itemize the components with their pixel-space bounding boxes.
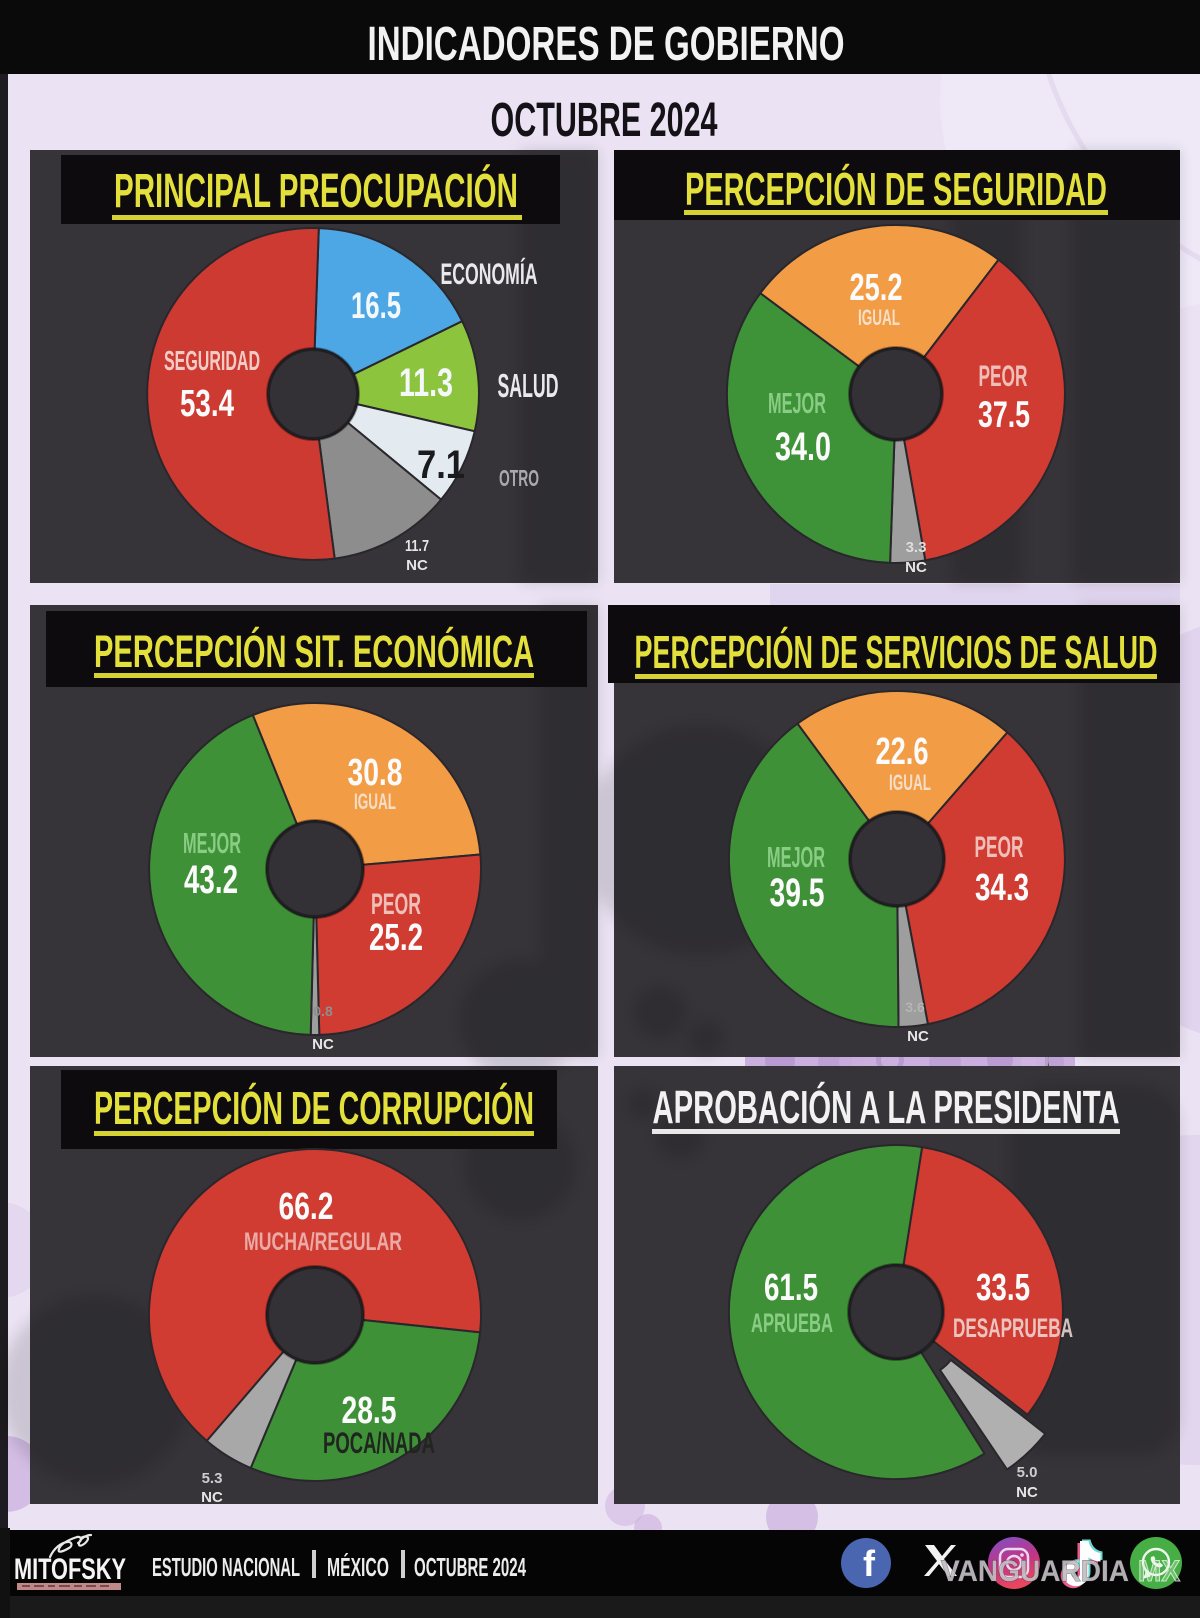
svg-text:37.5: 37.5 (978, 394, 1030, 435)
svg-text:PEOR: PEOR (975, 831, 1024, 864)
svg-text:APRUEBA: APRUEBA (751, 1308, 833, 1338)
svg-text:ESTUDIO NACIONAL: ESTUDIO NACIONAL (152, 1552, 300, 1582)
svg-text:3.3: 3.3 (906, 539, 927, 556)
svg-text:30.8: 30.8 (348, 752, 403, 794)
svg-text:POCA/NADA: POCA/NADA (323, 1427, 435, 1460)
svg-text:APROBACIÓN A LA PRESIDENTA: APROBACIÓN A LA PRESIDENTA (653, 1081, 1120, 1133)
svg-text:MX: MX (1138, 1555, 1180, 1588)
svg-text:7.1: 7.1 (417, 443, 465, 487)
svg-text:IGUAL: IGUAL (354, 789, 396, 814)
svg-text:0.8: 0.8 (313, 1003, 333, 1019)
svg-text:NC: NC (406, 557, 428, 574)
svg-text:MITOFSKY: MITOFSKY (14, 1553, 126, 1586)
svg-text:61.5: 61.5 (764, 1267, 818, 1309)
svg-text:INDICADORES DE GOBIERNO: INDICADORES DE GOBIERNO (368, 18, 845, 71)
svg-text:NC: NC (907, 1028, 929, 1045)
svg-text:28.5: 28.5 (342, 1390, 397, 1432)
svg-text:34.3: 34.3 (975, 867, 1029, 909)
svg-text:ECONOMÍA: ECONOMÍA (441, 257, 538, 291)
svg-text:NC: NC (312, 1036, 334, 1053)
svg-text:PEOR: PEOR (979, 360, 1028, 393)
svg-text:PERCEPCIÓN SIT. ECONÓMICA: PERCEPCIÓN SIT. ECONÓMICA (94, 626, 534, 677)
svg-text:OTRO: OTRO (499, 465, 539, 491)
svg-text:DESAPRUEBA: DESAPRUEBA (953, 1313, 1073, 1343)
svg-text:PERCEPCIÓN DE SERVICIOS DE SAL: PERCEPCIÓN DE SERVICIOS DE SALUD (635, 626, 1158, 678)
svg-text:PERCEPCIÓN DE SEGURIDAD: PERCEPCIÓN DE SEGURIDAD (685, 163, 1107, 215)
svg-text:IGUAL: IGUAL (858, 305, 900, 330)
svg-text:66.2: 66.2 (279, 1186, 334, 1228)
svg-text:SALUD: SALUD (498, 367, 559, 404)
svg-text:53.4: 53.4 (180, 383, 234, 425)
svg-text:PEOR: PEOR (371, 888, 421, 921)
svg-text:43.2: 43.2 (184, 858, 238, 902)
svg-text:MUCHA/REGULAR: MUCHA/REGULAR (244, 1228, 402, 1256)
svg-text:VANGUARDIA: VANGUARDIA (941, 1555, 1129, 1588)
svg-text:16.5: 16.5 (351, 285, 401, 326)
svg-text:SEGURIDAD: SEGURIDAD (164, 345, 260, 376)
svg-text:NC: NC (905, 559, 927, 576)
svg-text:PRINCIPAL PREOCUPACIÓN: PRINCIPAL PREOCUPACIÓN (114, 163, 518, 218)
svg-text:25.2: 25.2 (850, 267, 903, 309)
svg-text:MÉXICO: MÉXICO (327, 1552, 389, 1582)
svg-text:MEJOR: MEJOR (183, 828, 241, 860)
svg-text:5.0: 5.0 (1017, 1464, 1038, 1481)
svg-text:OCTUBRE 2024: OCTUBRE 2024 (414, 1552, 526, 1582)
svg-text:39.5: 39.5 (770, 871, 825, 915)
svg-text:MEJOR: MEJOR (768, 388, 826, 420)
svg-text:MEJOR: MEJOR (767, 842, 825, 874)
svg-text:33.5: 33.5 (976, 1267, 1030, 1309)
svg-text:22.6: 22.6 (876, 731, 929, 773)
svg-text:IGUAL: IGUAL (889, 770, 931, 795)
svg-text:34.0: 34.0 (775, 425, 831, 469)
svg-text:11.7: 11.7 (405, 538, 429, 555)
svg-text:3.6: 3.6 (905, 999, 925, 1015)
svg-text:NC: NC (1016, 1484, 1038, 1501)
svg-text:25.2: 25.2 (369, 917, 423, 959)
svg-text:5.3: 5.3 (202, 1470, 223, 1487)
svg-text:PERCEPCIÓN DE CORRUPCIÓN: PERCEPCIÓN DE CORRUPCIÓN (94, 1082, 534, 1134)
svg-text:11.3: 11.3 (399, 361, 453, 405)
svg-text:f: f (863, 1543, 876, 1584)
svg-text:NC: NC (201, 1489, 223, 1506)
svg-text:OCTUBRE 2024: OCTUBRE 2024 (491, 94, 718, 147)
